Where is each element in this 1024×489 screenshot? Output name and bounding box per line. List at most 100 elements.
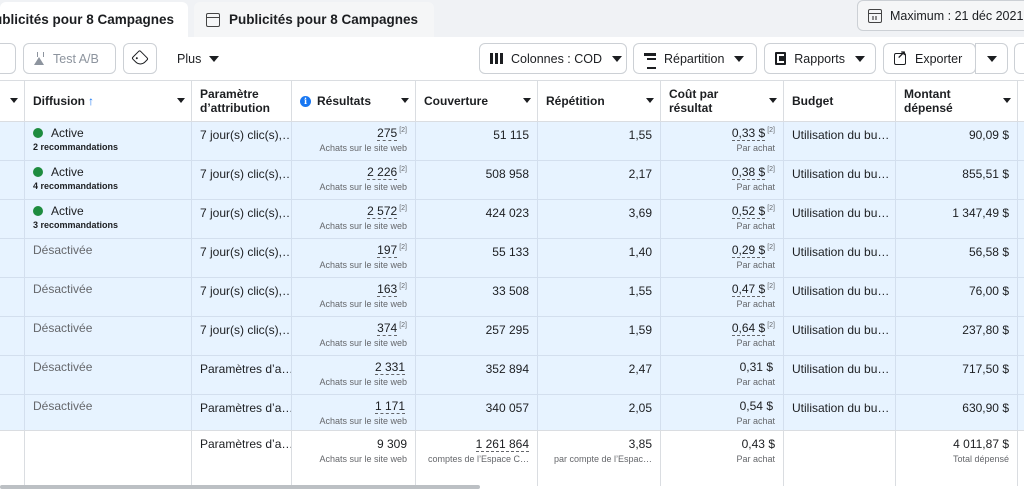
cost-value[interactable]: 0,38 $ [731,165,766,180]
cell-cost: 0,29 $ [2] Par achat [661,239,784,278]
status-inactive: Désactivée [33,360,183,374]
header-frequency[interactable]: Répétition [538,81,661,122]
cell-results: 275 [2] Achats sur le site web [292,122,416,161]
results-value[interactable]: 2 226 [367,165,398,180]
results-value[interactable]: 2 572 [367,204,398,219]
cost-sub: Par achat [736,416,775,426]
table-row[interactable]: Active 2 recommandations 7 jour(s) clic(s)… [0,122,1024,161]
cost-note: [2] [767,127,775,134]
cell-leading [0,161,25,200]
status-active: Active [33,204,183,218]
ab-test-button[interactable]: Test A/B [23,43,116,74]
cell-results: 1 171 Achats sur le site web [292,395,416,434]
spent-value: 717,50 $ [962,362,1009,376]
recommendations-link[interactable]: 2 recommandations [33,142,119,152]
budget-value: Utilisation du bu… [792,401,890,415]
header-spent[interactable]: Montant dépensé [896,81,1018,122]
totals-results-value: 9 309 [376,437,407,451]
tab-ads-active-label: ublicités pour 8 Campagnes [0,12,175,27]
table-row[interactable]: Désactivée 7 jour(s) clic(s),… 163 [2] Achat… [0,278,1024,317]
breakdown-label: Répartition [664,51,725,66]
tab-ads-second[interactable]: Publicités pour 8 Campagnes [194,2,434,37]
frequency-value: 3,69 [628,206,652,220]
totals-attribution: Paramètres d’a… [192,431,292,486]
chevron-down-icon [177,98,185,103]
reach-value: 352 894 [485,362,529,376]
cell-reach: 352 894 [416,356,538,395]
chevron-down-icon [1003,98,1011,103]
breakdown-button[interactable]: Répartition [633,43,757,74]
cost-value[interactable]: 0,33 $ [731,126,766,141]
recommendations-link[interactable]: 4 recommandations [33,181,119,191]
horizontal-scrollbar[interactable] [0,485,480,489]
status-label: Active [51,204,84,218]
header-cost[interactable]: Coût par résultat [661,81,784,122]
header-budget[interactable]: Budget [784,81,896,122]
results-value[interactable]: 374 [377,321,398,336]
cell-spent: 1 347,49 $ [896,200,1018,239]
cell-frequency: 2,17 [538,161,661,200]
cost-value[interactable]: 0,64 $ [731,321,766,336]
results-value[interactable]: 1 171 [374,399,405,414]
date-range-button[interactable]: Maximum : 21 déc 2021 – [857,0,1024,31]
tab-ads-active[interactable]: ublicités pour 8 Campagnes [0,2,188,37]
budget-value: Utilisation du bu… [792,362,890,376]
table-row[interactable]: Désactivée 7 jour(s) clic(s),… 197 [2] Achat… [0,239,1024,278]
table-row[interactable]: Active 4 recommandations 7 jour(s) clic(s)… [0,161,1024,200]
export-button[interactable]: Exporter [883,43,976,74]
tag-button[interactable] [123,43,157,74]
cell-frequency: 2,47 [538,356,661,395]
reach-value: 508 958 [485,167,529,181]
cell-reach: 508 958 [416,161,538,200]
cell-attribution: 7 jour(s) clic(s),… [192,278,292,317]
more-button[interactable]: Plus [177,52,220,66]
info-icon[interactable]: i [300,95,311,107]
header-results[interactable]: i Résultats [292,81,416,122]
active-dot-icon [33,128,43,138]
cost-value[interactable]: 0,31 $ [739,360,773,374]
reach-value: 33 508 [492,284,529,298]
results-value[interactable]: 2 331 [374,360,405,375]
cell-budget: Utilisation du bu… [784,239,896,278]
columns-button[interactable]: Colonnes : COD [479,43,627,74]
attribution-value: 7 jour(s) clic(s),… [200,323,292,337]
attribution-value: Paramètres d’a… [200,362,292,376]
recommendations-link[interactable]: 3 recommandations [33,220,119,230]
table-row[interactable]: Désactivée 7 jour(s) clic(s),… 374 [2] Achat… [0,317,1024,356]
chevron-down-icon [523,98,531,103]
cost-value[interactable]: 0,29 $ [731,243,766,258]
cell-cost: 0,31 $ Par achat [661,356,784,395]
cell-delivery: Désactivée [25,395,192,434]
results-value[interactable]: 275 [377,126,398,141]
flask-icon [34,52,45,65]
cell-spent: 630,90 $ [896,395,1018,434]
cost-value[interactable]: 0,54 $ [739,399,773,413]
cost-value[interactable]: 0,52 $ [731,204,766,219]
chevron-down-icon [401,98,409,103]
attribution-value: 7 jour(s) clic(s),… [200,167,292,181]
cost-value[interactable]: 0,47 $ [731,282,766,297]
cell-spent: 855,51 $ [896,161,1018,200]
cost-note: [2] [767,244,775,251]
header-delivery[interactable]: Diffusion ↑ [25,81,192,122]
totals-reach-value[interactable]: 1 261 864 [475,437,529,452]
cell-delivery: Active 3 recommandations [25,200,192,239]
header-leading[interactable] [0,81,25,122]
reports-button[interactable]: Rapports [764,43,876,74]
cell-leading [0,395,25,434]
toolbar-left-button[interactable] [0,43,16,74]
table-row[interactable]: Désactivée Paramètres d’a… 1 171 Achats sur… [0,395,1024,434]
cell-cost: 0,64 $ [2] Par achat [661,317,784,356]
cell-cost: 0,52 $ [2] Par achat [661,200,784,239]
export-icon [894,48,906,65]
table-row[interactable]: Désactivée Paramètres d’a… 2 331 Achats sur… [0,356,1024,395]
header-attribution[interactable]: Paramètre d’attribution [192,81,292,122]
cell-results: 163 [2] Achats sur le site web [292,278,416,317]
results-value[interactable]: 163 [377,282,398,297]
toolbar-right-button[interactable] [1014,43,1024,74]
chevron-down-icon [646,98,654,103]
results-value[interactable]: 197 [377,243,398,258]
header-reach[interactable]: Couverture [416,81,538,122]
export-dropdown-button[interactable] [975,43,1008,74]
table-row[interactable]: Active 3 recommandations 7 jour(s) clic(s)… [0,200,1024,239]
